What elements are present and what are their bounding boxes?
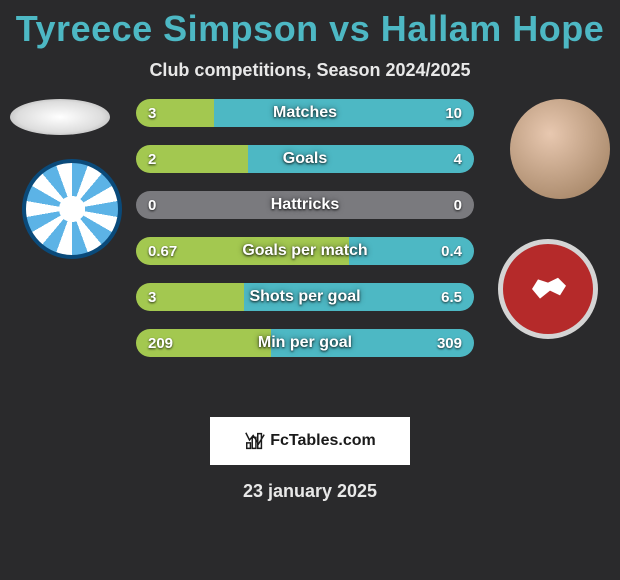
stat-bar-left xyxy=(136,329,271,357)
stat-row: 36.5Shots per goal xyxy=(136,283,474,311)
stat-bar-left xyxy=(136,191,305,219)
stat-row: 310Matches xyxy=(136,99,474,127)
player2-avatar xyxy=(510,99,610,199)
stat-bar-left xyxy=(136,283,244,311)
stat-row: 24Goals xyxy=(136,145,474,173)
player1-club-badge xyxy=(22,159,122,259)
brand-watermark: FcTables.com xyxy=(210,417,410,465)
vs-text: vs xyxy=(319,8,381,49)
stats-area: 310Matches 24Goals 00Hattricks 0.670.4Goals… xyxy=(0,99,620,399)
player2-club-badge xyxy=(498,239,598,339)
player2-name: Hallam Hope xyxy=(381,8,605,49)
stat-row: 209309Min per goal xyxy=(136,329,474,357)
stat-bar-left xyxy=(136,99,214,127)
brand-text: FcTables.com xyxy=(270,432,376,450)
date-text: 23 january 2025 xyxy=(0,481,620,502)
stat-bar-left xyxy=(136,145,248,173)
stat-bars: 310Matches 24Goals 00Hattricks 0.670.4Goals… xyxy=(136,99,474,375)
player1-name: Tyreece Simpson xyxy=(16,8,319,49)
stat-row: 00Hattricks xyxy=(136,191,474,219)
stat-bar-right xyxy=(214,99,474,127)
stat-bar-right xyxy=(244,283,474,311)
subtitle: Club competitions, Season 2024/2025 xyxy=(0,60,620,81)
stat-bar-left xyxy=(136,237,349,265)
stat-bar-right xyxy=(349,237,474,265)
chart-icon xyxy=(244,430,266,452)
player1-avatar xyxy=(10,99,110,135)
stat-row: 0.670.4Goals per match xyxy=(136,237,474,265)
stat-bar-right xyxy=(305,191,474,219)
stat-bar-right xyxy=(248,145,474,173)
comparison-title: Tyreece Simpson vs Hallam Hope xyxy=(0,0,620,50)
stat-bar-right xyxy=(271,329,474,357)
